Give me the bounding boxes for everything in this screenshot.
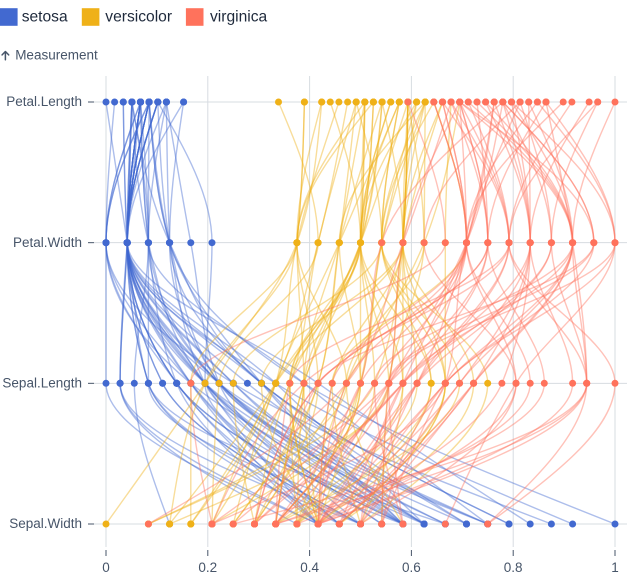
svg-text:setosa: setosa	[22, 9, 68, 26]
svg-text:Measurement: Measurement	[15, 48, 98, 63]
svg-text:Sepal.Length: Sepal.Length	[2, 376, 82, 391]
svg-text:1: 1	[611, 560, 619, 575]
svg-text:0: 0	[102, 560, 110, 575]
svg-text:0.6: 0.6	[402, 560, 421, 575]
svg-text:Petal.Length: Petal.Length	[6, 94, 82, 109]
svg-text:0.4: 0.4	[300, 560, 319, 575]
svg-text:versicolor: versicolor	[105, 9, 172, 26]
svg-text:Petal.Width: Petal.Width	[13, 235, 82, 250]
svg-text:Sepal.Width: Sepal.Width	[9, 516, 82, 531]
svg-text:0.8: 0.8	[504, 560, 523, 575]
svg-text:virginica: virginica	[210, 9, 268, 26]
svg-text:0.2: 0.2	[198, 560, 217, 575]
